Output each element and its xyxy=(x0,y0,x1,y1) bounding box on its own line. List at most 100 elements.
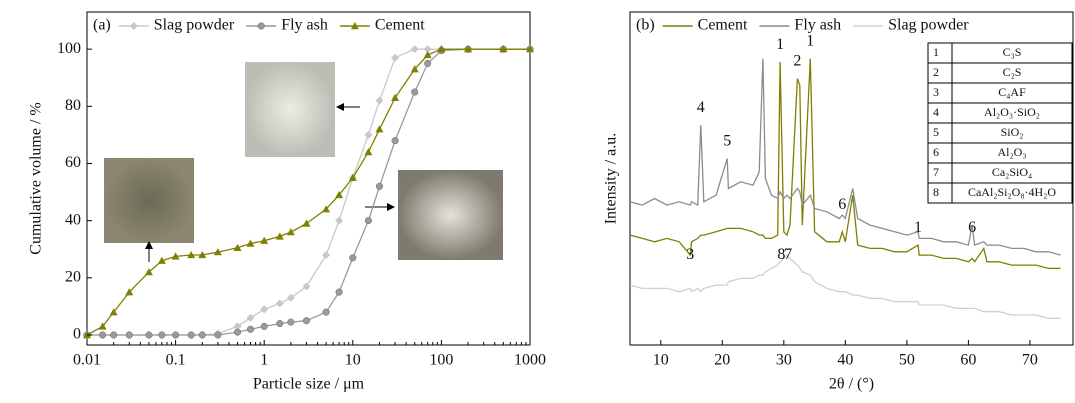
marker xyxy=(171,252,180,260)
marker xyxy=(375,125,384,133)
marker xyxy=(233,328,242,336)
marker xyxy=(348,173,357,181)
table-phase: C₃S xyxy=(1003,45,1022,59)
slag-photo xyxy=(245,62,335,157)
marker xyxy=(410,45,419,54)
marker xyxy=(424,59,432,68)
x-tick-label: 10 xyxy=(345,352,361,369)
marker xyxy=(349,254,357,262)
table-phase: Al₂O₃ xyxy=(997,145,1026,159)
table-index: 7 xyxy=(933,165,939,179)
table-index: 3 xyxy=(933,85,939,99)
marker xyxy=(214,331,222,339)
peak-label: 6 xyxy=(838,196,846,213)
peak-label: 7 xyxy=(784,246,792,263)
marker xyxy=(157,256,166,264)
marker xyxy=(257,22,265,30)
marker xyxy=(411,88,419,96)
table-phase: CaAl₂Si₂O₈·4H₂O xyxy=(968,185,1056,199)
table-index: 4 xyxy=(933,105,939,119)
y-axis-label: Intensity / a.u. xyxy=(603,133,620,225)
x-tick-label: 50 xyxy=(899,352,915,369)
y-tick-label: 100 xyxy=(57,40,81,57)
marker xyxy=(260,322,268,330)
legend-label: Fly ash xyxy=(794,17,841,34)
peak-label: 1 xyxy=(914,219,922,236)
peak-label: 1 xyxy=(776,36,784,53)
marker xyxy=(391,53,400,62)
arrow-head xyxy=(387,203,395,211)
marker xyxy=(335,190,344,199)
series-line xyxy=(87,48,530,336)
x-tick-label: 70 xyxy=(1022,352,1038,369)
panel-label: (a) xyxy=(93,17,111,34)
arrow-head xyxy=(336,103,344,111)
marker xyxy=(198,331,206,339)
legend-label: Slag powder xyxy=(888,17,969,34)
peak-label: 8 xyxy=(777,246,785,263)
marker xyxy=(464,45,473,53)
marker xyxy=(391,137,399,145)
marker xyxy=(99,331,107,339)
peak-label: 3 xyxy=(686,246,694,263)
legend-label: Cement xyxy=(698,17,748,34)
marker xyxy=(302,317,311,325)
legend-label: Cement xyxy=(375,17,425,34)
marker xyxy=(364,217,372,225)
marker xyxy=(391,93,400,101)
plot-frame xyxy=(629,11,1074,346)
legend-label: Slag powder xyxy=(154,17,235,34)
marker xyxy=(322,308,330,316)
peak-label: 1 xyxy=(806,33,814,50)
peak-label: 6 xyxy=(968,219,976,236)
x-tick-label: 0.01 xyxy=(73,352,101,369)
marker xyxy=(158,331,166,339)
marker xyxy=(302,282,311,291)
marker xyxy=(302,219,311,227)
marker xyxy=(437,45,446,53)
marker xyxy=(276,320,284,328)
x-tick-label: 1000 xyxy=(514,352,546,369)
legend-label: Fly ash xyxy=(281,17,328,34)
cement-photo xyxy=(104,158,194,243)
series-line xyxy=(629,254,1061,320)
peak-label: 4 xyxy=(697,99,705,116)
table-phase: C₂S xyxy=(1003,65,1022,79)
x-axis-label: 2θ / (°) xyxy=(829,376,874,393)
marker xyxy=(110,331,118,339)
marker xyxy=(499,45,508,53)
plot-frame xyxy=(86,11,531,346)
marker xyxy=(172,331,180,339)
flyash-photo xyxy=(398,170,503,260)
marker xyxy=(125,331,133,339)
marker xyxy=(187,250,196,259)
y-tick-label: 80 xyxy=(65,97,81,114)
arrow-head xyxy=(145,241,153,249)
marker xyxy=(287,318,295,326)
x-tick-label: 0.1 xyxy=(166,352,186,369)
marker xyxy=(145,331,153,339)
marker xyxy=(233,243,242,252)
marker xyxy=(129,22,138,30)
peak-label: 2 xyxy=(793,53,801,70)
marker xyxy=(286,228,295,236)
marker xyxy=(423,50,432,59)
marker xyxy=(364,148,373,156)
marker xyxy=(260,236,269,244)
marker xyxy=(526,45,534,53)
table-index: 1 xyxy=(933,45,939,59)
marker xyxy=(350,22,359,30)
marker xyxy=(233,322,242,331)
photos xyxy=(104,62,503,262)
table-index: 6 xyxy=(933,145,939,159)
x-tick-label: 30 xyxy=(776,352,792,369)
marker xyxy=(275,299,284,308)
marker xyxy=(109,308,118,316)
series-line xyxy=(629,58,1061,270)
marker xyxy=(187,331,195,339)
x-tick-label: 100 xyxy=(429,352,453,369)
y-tick-label: 20 xyxy=(65,269,81,286)
marker xyxy=(198,250,207,259)
marker xyxy=(375,96,384,105)
